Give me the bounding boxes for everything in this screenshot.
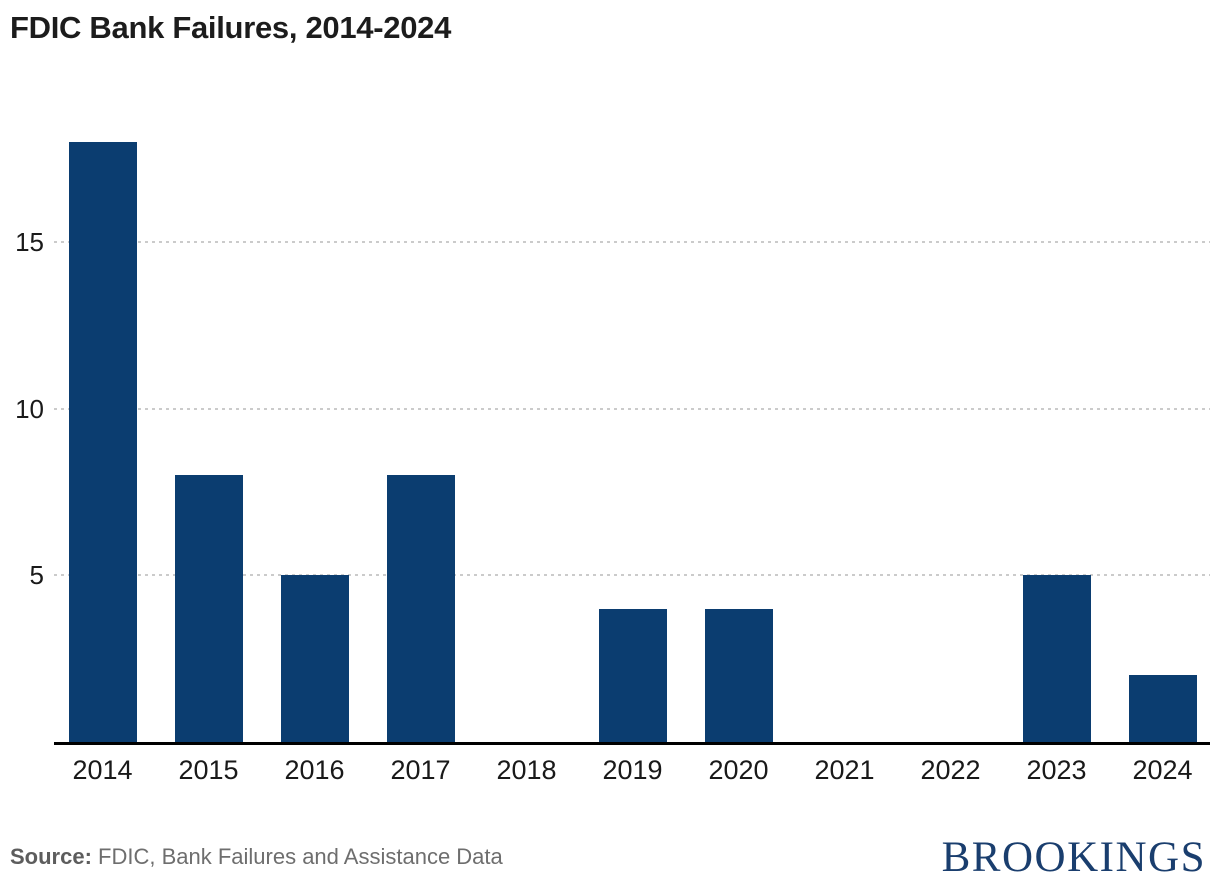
- chart-title: FDIC Bank Failures, 2014-2024: [10, 10, 452, 45]
- y-axis-tick-label: 5: [29, 560, 44, 591]
- plot-area: 5 10 15 2014 2015 2016 2017 2018 2019 2020 2021 202…: [15, 142, 1210, 785]
- bar-2024: [1128, 675, 1197, 742]
- source-note: Source: FDIC, Bank Failures and Assistan…: [10, 844, 503, 870]
- x-axis-tick-label: 2022: [920, 755, 981, 785]
- brookings-logo: BROOKINGS: [941, 833, 1206, 881]
- bar-2023: [1022, 575, 1091, 742]
- gridline-15: [54, 241, 1210, 243]
- chart-footer: Source: FDIC, Bank Failures and Assistan…: [10, 832, 1206, 882]
- bar-2020: [704, 608, 773, 742]
- bar-2015: [174, 475, 243, 742]
- bar-2016: [280, 575, 349, 742]
- x-axis-tick-label: 2015: [178, 755, 239, 785]
- y-axis-tick-label: 10: [15, 393, 44, 424]
- x-axis-tick-label: 2016: [284, 755, 345, 785]
- x-axis-tick-label: 2014: [72, 755, 133, 785]
- bar-2017: [386, 475, 455, 742]
- x-axis-tick-label: 2018: [496, 755, 557, 785]
- y-axis-tick-label: 15: [15, 227, 44, 257]
- gridline-5: [54, 574, 1210, 577]
- x-axis-tick-label: 2017: [390, 755, 451, 785]
- bar-2014: [68, 142, 137, 742]
- x-axis-tick-label: 2021: [814, 755, 875, 785]
- x-axis-tick-label: 2023: [1026, 755, 1087, 785]
- source-text: FDIC, Bank Failures and Assistance Data: [91, 844, 503, 869]
- x-axis-tick-label: 2020: [708, 755, 769, 785]
- source-label: Source:: [10, 844, 92, 869]
- x-axis-tick-label: 2024: [1132, 755, 1193, 785]
- bar-2019: [598, 608, 667, 742]
- gridline-10: [54, 407, 1210, 410]
- x-axis-tick-label: 2019: [602, 755, 663, 785]
